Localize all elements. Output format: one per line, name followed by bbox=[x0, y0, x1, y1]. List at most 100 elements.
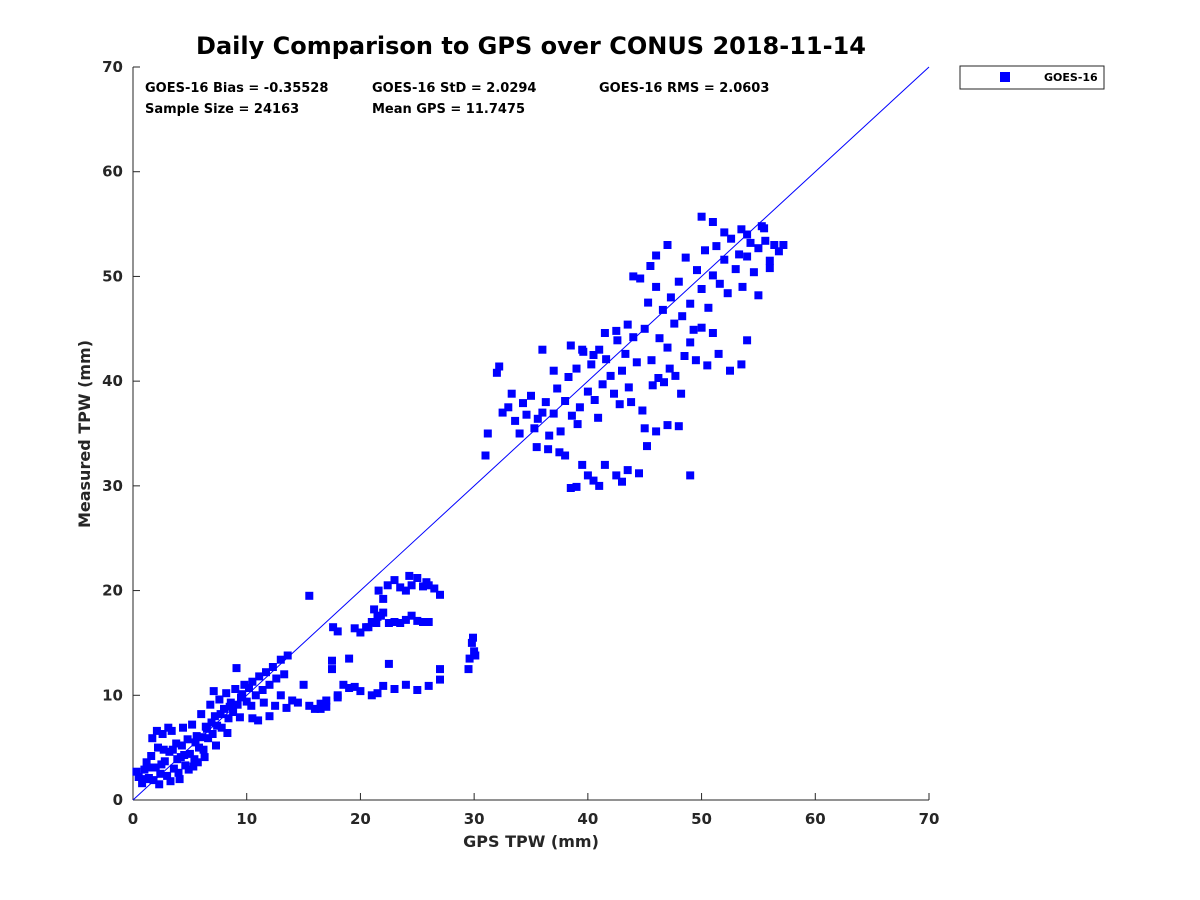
data-point bbox=[268, 663, 277, 671]
data-point bbox=[561, 397, 570, 405]
data-point bbox=[720, 255, 729, 264]
data-point bbox=[703, 361, 712, 370]
data-point bbox=[293, 698, 302, 707]
data-point bbox=[370, 605, 379, 614]
data-point bbox=[223, 729, 232, 737]
data-point bbox=[632, 358, 641, 367]
data-point bbox=[373, 689, 382, 698]
data-point bbox=[224, 714, 233, 723]
data-point bbox=[424, 618, 433, 626]
x-axis-label: GPS TPW (mm) bbox=[463, 832, 599, 851]
data-point bbox=[774, 247, 783, 256]
x-axis-ticks: 0 10 20 30 40 50 60 70 bbox=[128, 793, 940, 828]
data-point bbox=[627, 398, 636, 407]
stat-std: GOES-16 StD = 2.0294 bbox=[372, 81, 536, 96]
y-tick-label-3: 30 bbox=[102, 477, 123, 495]
data-point bbox=[731, 265, 740, 274]
data-point bbox=[197, 710, 206, 719]
data-point bbox=[390, 576, 399, 585]
data-point bbox=[242, 697, 251, 706]
data-point bbox=[216, 710, 225, 719]
data-point bbox=[618, 477, 626, 486]
data-point bbox=[222, 689, 231, 698]
data-point bbox=[255, 672, 264, 681]
data-point bbox=[658, 305, 667, 314]
stats-annotations: GOES-16 Bias = -0.35528 GOES-16 StD = 2.… bbox=[145, 81, 769, 117]
data-point bbox=[245, 684, 253, 692]
data-point bbox=[225, 702, 234, 711]
data-point bbox=[636, 274, 645, 283]
data-point bbox=[726, 366, 734, 375]
data-point bbox=[147, 752, 156, 760]
data-point bbox=[646, 262, 655, 270]
data-point bbox=[168, 745, 177, 754]
data-point bbox=[674, 422, 683, 431]
data-point bbox=[779, 241, 788, 249]
data-point bbox=[708, 218, 717, 226]
data-point bbox=[629, 333, 638, 342]
data-point bbox=[467, 638, 476, 647]
data-point bbox=[644, 298, 653, 307]
data-point bbox=[183, 735, 192, 744]
data-point bbox=[652, 282, 661, 291]
data-point bbox=[259, 698, 268, 707]
data-point bbox=[583, 471, 592, 480]
data-point bbox=[538, 345, 547, 354]
data-point bbox=[184, 765, 193, 774]
y-tick-label-2: 20 bbox=[102, 582, 123, 600]
data-point bbox=[367, 691, 376, 700]
data-point bbox=[364, 623, 373, 632]
data-point bbox=[595, 345, 604, 354]
data-point bbox=[652, 251, 661, 260]
data-point bbox=[179, 723, 187, 732]
data-point bbox=[770, 241, 779, 249]
data-point bbox=[192, 732, 201, 741]
data-point bbox=[765, 264, 774, 273]
data-point bbox=[350, 624, 359, 633]
data-point bbox=[328, 656, 336, 665]
data-point bbox=[401, 615, 410, 624]
data-point bbox=[555, 448, 564, 457]
data-point bbox=[254, 716, 263, 725]
data-point bbox=[401, 680, 410, 689]
y-tick-label-1: 10 bbox=[102, 686, 123, 704]
data-point bbox=[677, 389, 686, 398]
data-point bbox=[765, 256, 774, 265]
data-point bbox=[545, 431, 554, 440]
data-point bbox=[655, 334, 664, 343]
data-point bbox=[621, 349, 630, 358]
data-point bbox=[195, 743, 203, 752]
data-point bbox=[146, 763, 155, 772]
data-point bbox=[206, 700, 215, 709]
legend-label-goes-16: GOES-16 bbox=[1044, 71, 1098, 84]
data-point bbox=[618, 366, 626, 375]
x-tick-label-6: 60 bbox=[805, 810, 826, 828]
x-tick-label-7: 70 bbox=[919, 810, 940, 828]
data-point bbox=[549, 409, 558, 418]
data-point bbox=[701, 246, 709, 255]
data-point bbox=[305, 701, 314, 710]
data-point bbox=[422, 578, 431, 587]
data-point bbox=[566, 341, 575, 350]
data-point bbox=[401, 586, 410, 595]
data-point bbox=[200, 753, 209, 762]
y-axis-ticks: 0 10 20 30 40 50 60 70 bbox=[102, 58, 140, 809]
data-point bbox=[697, 285, 706, 293]
data-point bbox=[172, 739, 181, 748]
one-to-one-reference-line bbox=[132, 66, 930, 801]
data-point bbox=[157, 760, 166, 769]
data-point bbox=[538, 408, 547, 417]
data-point bbox=[556, 427, 565, 436]
data-point bbox=[544, 445, 553, 454]
data-point bbox=[689, 325, 698, 334]
data-point bbox=[743, 230, 752, 239]
data-point bbox=[495, 362, 504, 371]
legend-marker-goes-16 bbox=[1000, 72, 1010, 82]
data-point bbox=[265, 712, 274, 721]
stat-mean-gps: Mean GPS = 11.7475 bbox=[372, 102, 525, 117]
data-point bbox=[640, 424, 649, 433]
data-point bbox=[175, 775, 184, 784]
data-point bbox=[140, 765, 149, 774]
data-point bbox=[492, 368, 501, 377]
data-point bbox=[262, 668, 270, 677]
